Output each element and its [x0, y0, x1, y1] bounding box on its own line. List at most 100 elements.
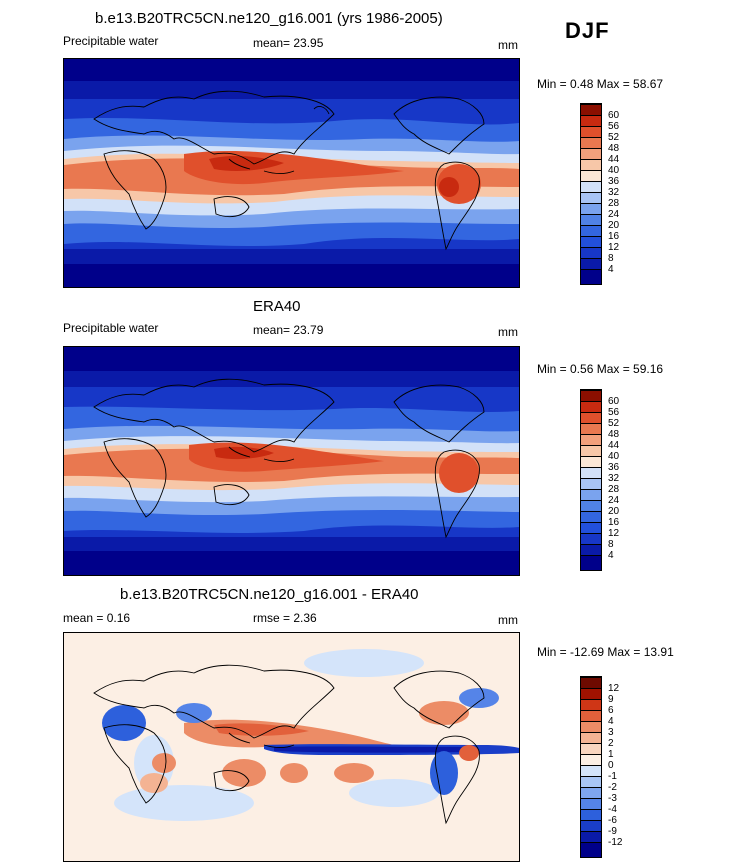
- panel1-colorbar-bin: [581, 115, 601, 127]
- panel1-colorbar-bin: [581, 159, 601, 171]
- panel3-colorbar-bin: [581, 798, 601, 810]
- panel2-colorbar-bin: [581, 500, 601, 512]
- panel3-colorbar: 12 9 6 4 3 2 1 0 -1 -2 -3 -4 -6 -9 -12: [580, 676, 622, 858]
- panel2-colorbar-bin: [581, 401, 601, 413]
- panel2-colorbar-bin: [581, 478, 601, 490]
- panel2-colorbar-tick: 32: [608, 473, 620, 484]
- panel2-colorbar-tick: 60: [608, 396, 620, 407]
- panel1-colorbar-tick: 28: [608, 198, 620, 209]
- panel1-colorbar-tick: 8: [608, 253, 614, 264]
- panel3-colorbar-tick: 2: [608, 738, 614, 749]
- panel1-colorbar-bin: [581, 170, 601, 182]
- panel3-rmse: rmse = 2.36: [253, 611, 317, 625]
- panel3-minmax: Min = -12.69 Max = 13.91: [537, 645, 674, 659]
- panel1-variable-label: Precipitable water: [63, 34, 159, 48]
- panel2-map: [63, 346, 520, 576]
- panel1-map: [63, 58, 520, 288]
- panel2-colorbar-bin: [581, 412, 601, 424]
- panel1-colorbar-tick: 4: [608, 264, 614, 275]
- panel2-colorbar-tick: 16: [608, 517, 620, 528]
- panel3-colorbar-tick: 9: [608, 694, 614, 705]
- panel1-colorbar-tick: 32: [608, 187, 620, 198]
- panel3-colorbar-tick: -9: [608, 826, 617, 837]
- panel3-colorbar-bin: [581, 699, 601, 711]
- panel2-colorbar-bin: [581, 456, 601, 468]
- panel2-units: mm: [498, 325, 518, 339]
- panel2-colorbar-bin: [581, 445, 601, 457]
- panel3-field-svg: [64, 633, 519, 861]
- panel1-colorbar-tick: 16: [608, 231, 620, 242]
- panel1-colorbar-bin: [581, 269, 601, 284]
- panel2-colorbar-tick: 24: [608, 495, 620, 506]
- panel3-colorbar-tick: -6: [608, 815, 617, 826]
- panel2-colorbar-bin: [581, 544, 601, 556]
- panel3-colorbar-tick: 12: [608, 683, 620, 694]
- panel1-colorbar-tick: 44: [608, 154, 620, 165]
- panel2-colorbar-bin: [581, 533, 601, 545]
- panel3-units: mm: [498, 613, 518, 627]
- panel2-colorbar-tick: 8: [608, 539, 614, 550]
- panel3-colorbar-tick: -2: [608, 782, 617, 793]
- season-label: DJF: [565, 18, 610, 43]
- panel3-colorbar-tick: 6: [608, 705, 614, 716]
- panel1-colorbar-bin: [581, 126, 601, 138]
- panel2-mean: mean= 23.79: [253, 323, 324, 337]
- panel1-title: b.e13.B20TRC5CN.ne120_g16.001 (yrs 1986-…: [95, 10, 443, 27]
- panel3-colorbar-tick: 4: [608, 716, 614, 727]
- panel2-colorbar: 60 56 52 48 44 40 36 32 28 24 20 16 12 8…: [580, 389, 619, 571]
- panel3-colorbar-bin: [581, 765, 601, 777]
- panel1-colorbar-bin: [581, 192, 601, 204]
- panel2-colorbar-tick: 56: [608, 407, 620, 418]
- panel3-colorbar-bin: [581, 677, 601, 689]
- panel3-colorbar-bin: [581, 754, 601, 766]
- panel1-colorbar-tick: 48: [608, 143, 620, 154]
- panel3-colorbar-bin: [581, 743, 601, 755]
- panel1-colorbar-tick: 60: [608, 110, 620, 121]
- panel1-colorbar-tick: 52: [608, 132, 620, 143]
- panel1-colorbar-tick: 40: [608, 165, 620, 176]
- panel2-minmax: Min = 0.56 Max = 59.16: [537, 362, 664, 376]
- panel2-colorbar-tick: 44: [608, 440, 620, 451]
- panel1-colorbar-tick: 56: [608, 121, 620, 132]
- panel1-colorbar-bin: [581, 225, 601, 237]
- panel3-colorbar-bin: [581, 732, 601, 744]
- panel1-colorbar-bin: [581, 104, 601, 116]
- panel1-field-svg: [64, 59, 519, 287]
- panel3-colorbar-tick: -3: [608, 793, 617, 804]
- panel1-colorbar-tick: 36: [608, 176, 620, 187]
- panel1-colorbar-bin: [581, 137, 601, 149]
- panel1-colorbar-bin: [581, 214, 601, 226]
- panel3-colorbar-bin: [581, 820, 601, 832]
- panel2-colorbar-tick: 12: [608, 528, 620, 539]
- panel2-colorbar-bin: [581, 511, 601, 523]
- panel2-colorbar-bin: [581, 467, 601, 479]
- panel1-minmax: Min = 0.48 Max = 58.67: [537, 77, 664, 91]
- panel1-colorbar: 60 56 52 48 44 40 36 32 28 24 20 16 12 8…: [580, 103, 619, 285]
- panel3-colorbar-tick: 1: [608, 749, 614, 760]
- panel3-colorbar-bin: [581, 688, 601, 700]
- panel1-colorbar-tick: 20: [608, 220, 620, 231]
- panel2-colorbar-tick: 52: [608, 418, 620, 429]
- panel2-colorbar-bin: [581, 555, 601, 570]
- panel2-colorbar-bin: [581, 489, 601, 501]
- panel2-colorbar-tick: 48: [608, 429, 620, 440]
- panel2-title: ERA40: [253, 298, 301, 315]
- panel3-colorbar-bin: [581, 842, 601, 857]
- panel3-colorbar-bin: [581, 710, 601, 722]
- panel1-colorbar-bin: [581, 236, 601, 248]
- panel3-colorbar-tick: -4: [608, 804, 617, 815]
- panel3-colorbar-bin: [581, 787, 601, 799]
- panel3-colorbar-tick: 0: [608, 760, 614, 771]
- panel1-colorbar-bin: [581, 247, 601, 259]
- panel2-colorbar-tick: 40: [608, 451, 620, 462]
- panel2-colorbar-tick: 4: [608, 550, 614, 561]
- panel1-units: mm: [498, 38, 518, 52]
- panel2-colorbar-tick: 36: [608, 462, 620, 473]
- panel3-colorbar-bin: [581, 809, 601, 821]
- panel3-colorbar-bin: [581, 776, 601, 788]
- panel2-variable-label: Precipitable water: [63, 321, 159, 335]
- panel1-colorbar-bin: [581, 181, 601, 193]
- panel3-map: [63, 632, 520, 862]
- panel2-colorbar-tick: 28: [608, 484, 620, 495]
- panel2-colorbar-bin: [581, 390, 601, 402]
